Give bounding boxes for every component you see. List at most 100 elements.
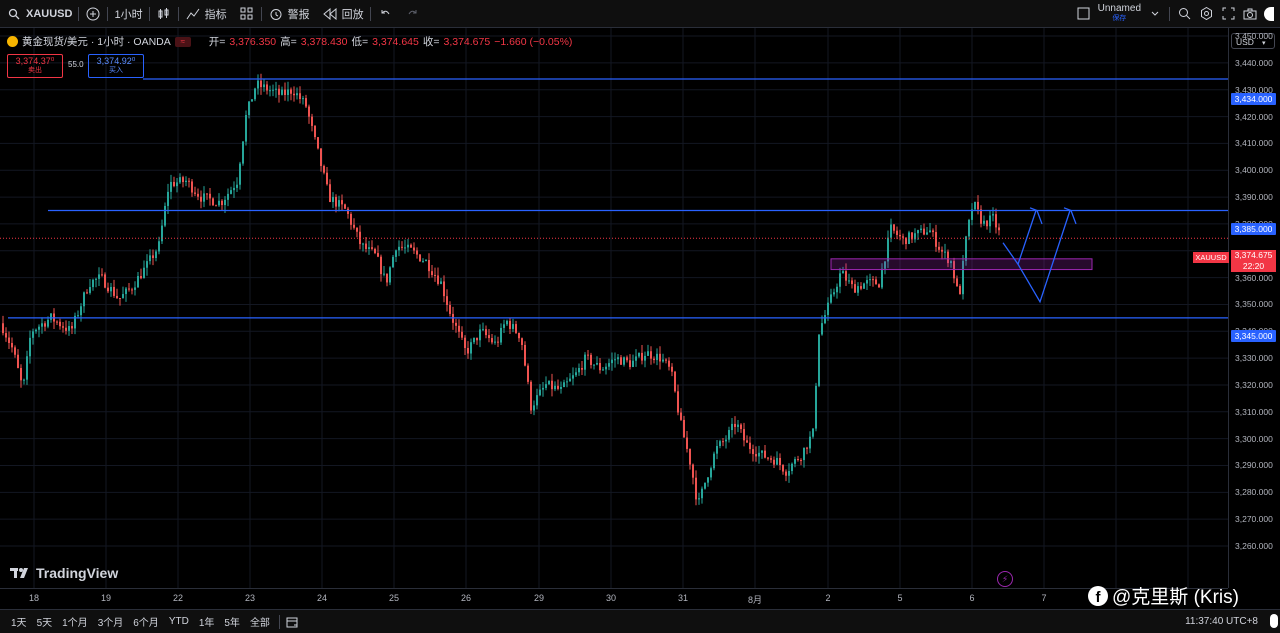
alerts-button[interactable]: 警报 xyxy=(262,0,316,27)
time-tick-label: 24 xyxy=(316,593,328,603)
candle-body xyxy=(230,190,232,194)
candle-body xyxy=(962,260,964,295)
candle-body xyxy=(752,449,754,455)
candle-body xyxy=(47,319,49,327)
time-tick-label: 31 xyxy=(677,593,689,603)
bottom-bar: 1天 5天 1个月 3个月 6个月 YTD 1年 5年 全部 11:37:40 UTC+8 xyxy=(0,609,1280,633)
replay-button[interactable]: 回放 xyxy=(316,0,370,27)
toolbar-right: Unnamed 保存 xyxy=(1076,0,1280,27)
candle-body xyxy=(428,260,430,272)
range-button[interactable]: 6个月 xyxy=(133,618,159,629)
candle-body xyxy=(800,460,802,462)
alerts-label: 警报 xyxy=(287,8,310,21)
candle-body xyxy=(92,279,94,288)
candle-body xyxy=(728,430,730,440)
candle-body xyxy=(734,423,736,427)
legend-title[interactable]: 黄金现货/美元 · 1小时 · OANDA xyxy=(22,36,171,48)
tradingview-logo[interactable]: TradingView xyxy=(10,565,118,581)
clock[interactable]: 11:37:40 UTC+8 xyxy=(1185,616,1258,627)
candle-body xyxy=(635,356,637,361)
camera-icon[interactable] xyxy=(1242,6,1258,22)
candle-body xyxy=(461,331,463,338)
market-status-badge[interactable]: ≈ xyxy=(174,36,191,47)
candle-body xyxy=(920,228,922,231)
candle-body xyxy=(86,292,88,294)
candle-body xyxy=(119,298,121,300)
currency-selector[interactable]: USD ▾ xyxy=(1231,33,1275,49)
tradingview-logo-text: TradingView xyxy=(36,565,119,581)
range-button[interactable]: 1年 xyxy=(198,618,215,629)
quick-search-icon[interactable] xyxy=(1176,6,1192,22)
templates-button[interactable] xyxy=(233,0,261,27)
chart-type-button[interactable] xyxy=(150,0,178,27)
time-axis[interactable] xyxy=(0,588,1228,609)
range-button[interactable]: 5天 xyxy=(36,618,53,629)
candle-body xyxy=(332,196,334,202)
redo-button[interactable] xyxy=(399,0,427,27)
candle-body xyxy=(563,382,565,387)
undo-button[interactable] xyxy=(371,0,399,27)
scroll-handle[interactable] xyxy=(1270,614,1278,628)
candle-body xyxy=(698,498,700,500)
range-button[interactable]: 1个月 xyxy=(62,618,88,629)
chevron-down-icon: ▾ xyxy=(1261,40,1266,47)
candle-body xyxy=(491,338,493,343)
symbol-label: XAUUSD xyxy=(26,7,73,20)
author-watermark: f @克里斯 (Kris) xyxy=(1088,582,1239,609)
price-tick-label: 3,350.000 xyxy=(1235,299,1273,310)
candle-body xyxy=(935,232,937,247)
candle-body xyxy=(290,89,292,94)
price-tick-label: 3,260.000 xyxy=(1235,541,1273,551)
layout-icon[interactable] xyxy=(1076,6,1092,22)
gear-icon[interactable] xyxy=(1198,6,1214,22)
symbol-search[interactable]: XAUUSD xyxy=(0,0,78,27)
close-label: 收= xyxy=(422,36,440,48)
range-button[interactable]: 1天 xyxy=(11,618,27,629)
lightning-icon[interactable]: ⚡ xyxy=(997,571,1013,587)
goto-date-icon[interactable] xyxy=(284,614,300,630)
layout-name-button[interactable]: Unnamed 保存 xyxy=(1098,3,1141,24)
indicators-button[interactable]: 指标 xyxy=(179,0,233,27)
grid-icon xyxy=(239,6,255,22)
candle-body xyxy=(995,214,997,228)
candle-body xyxy=(623,357,625,365)
range-button[interactable]: 5年 xyxy=(224,618,240,629)
candle-body xyxy=(284,89,286,95)
price-tick-label: 3,310.000 xyxy=(1235,406,1273,417)
buy-button[interactable]: 3,374.92⁰ 买入 xyxy=(88,54,144,78)
candle-body xyxy=(959,286,961,295)
candle-body xyxy=(479,329,481,341)
candle-body xyxy=(917,230,919,234)
compare-button[interactable] xyxy=(79,0,107,27)
level-top-tag: 3,434.000 xyxy=(1231,93,1276,105)
range-button[interactable]: YTD xyxy=(168,616,189,627)
sell-price: 3,374.37⁰ xyxy=(15,56,55,66)
divider xyxy=(369,6,371,21)
fullscreen-icon[interactable] xyxy=(1220,6,1236,22)
candle-body xyxy=(17,354,19,368)
candle-body xyxy=(782,465,784,472)
interval-button[interactable]: 1小时 xyxy=(108,0,148,27)
candle-body xyxy=(392,256,394,268)
candle-body xyxy=(371,247,373,249)
level-low-tag: 3,345.000 xyxy=(1231,330,1276,342)
price-chart[interactable] xyxy=(0,28,1228,588)
candle-body xyxy=(746,440,748,443)
sell-button[interactable]: 3,374.37⁰ 卖出 xyxy=(7,54,63,78)
range-button[interactable]: 全部 xyxy=(249,618,270,629)
layout-status: 保存 xyxy=(1112,14,1127,22)
candle-body xyxy=(824,315,826,324)
candle-body xyxy=(416,250,418,255)
candle-body xyxy=(308,106,310,117)
candle-body xyxy=(986,220,988,227)
range-button[interactable]: 3个月 xyxy=(97,618,124,629)
chevron-down-icon[interactable] xyxy=(1147,6,1163,22)
candle-body xyxy=(773,459,775,465)
candle-body xyxy=(227,193,229,200)
candle-body xyxy=(341,200,343,205)
price-axis[interactable] xyxy=(1228,28,1280,588)
avatar[interactable] xyxy=(1264,6,1274,21)
low-value: 3,374.645 xyxy=(372,35,419,48)
candle-body xyxy=(74,315,76,329)
price-tick-label: 3,390.000 xyxy=(1235,192,1273,203)
